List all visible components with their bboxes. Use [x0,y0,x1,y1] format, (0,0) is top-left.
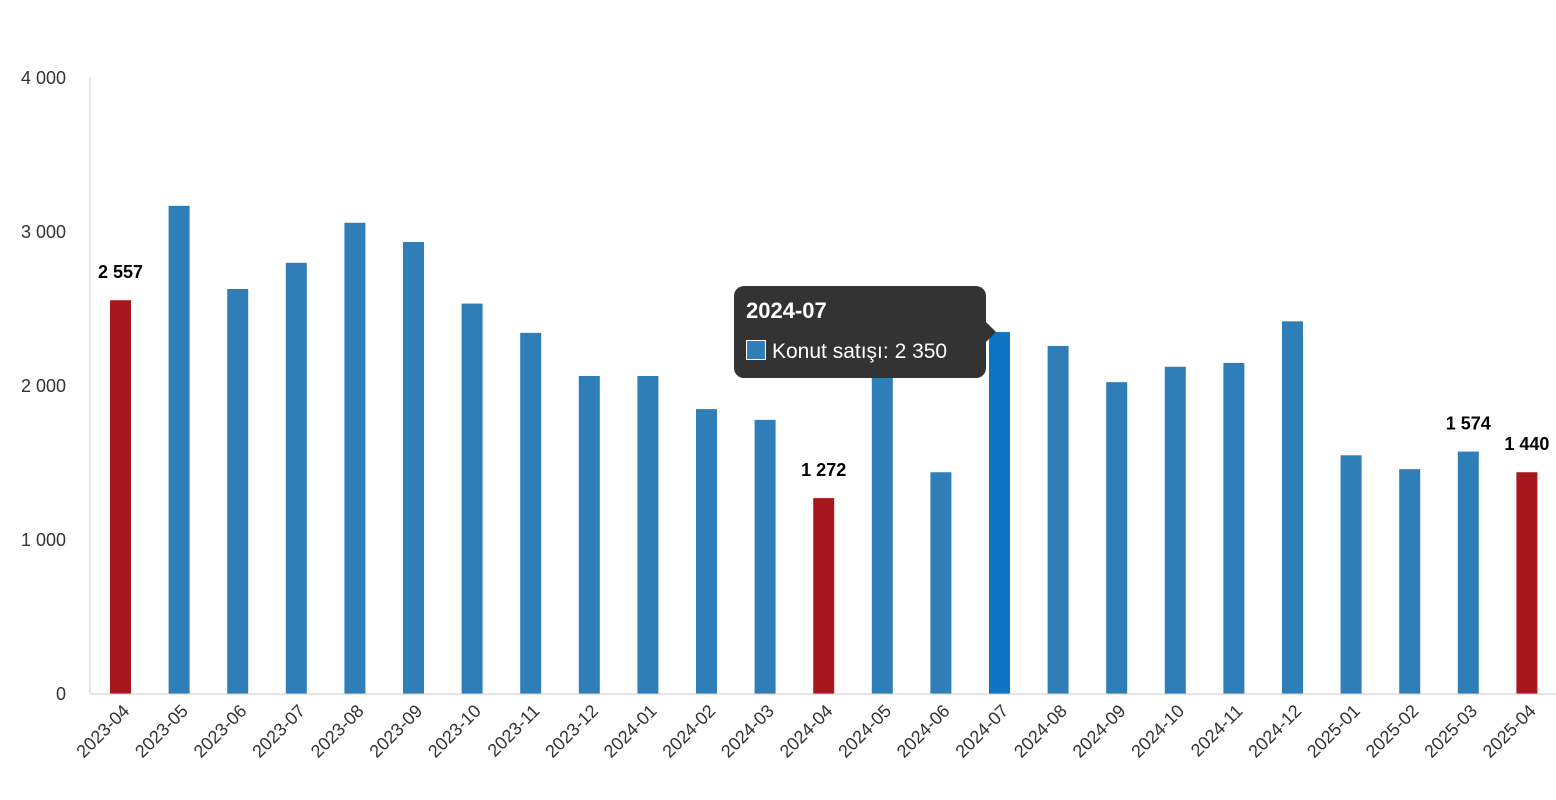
y-tick-label: 4 000 [21,68,66,88]
bar-2023-11[interactable] [520,332,542,694]
bar-2024-02[interactable] [696,409,717,694]
x-tick-label: 2023-08 [307,701,368,762]
bar-2024-10[interactable] [1164,366,1186,694]
bar-2023-10[interactable] [461,303,483,694]
bar-2024-05[interactable] [871,374,893,694]
x-tick-label: 2024-10 [1127,701,1188,762]
x-tick-label: 2024-12 [1244,701,1305,762]
x-tick-label: 2025-01 [1303,701,1364,762]
bar-2024-12[interactable] [1282,321,1303,694]
x-tick-label: 2024-02 [658,701,719,762]
tooltip: 2024-07 Konut satışı: 2 350 [734,286,996,378]
bar-2023-05[interactable] [168,205,190,694]
bar-2025-02[interactable] [1399,469,1421,694]
bar-2023-04[interactable] [110,300,131,694]
y-tick-label: 0 [56,684,66,704]
bar-2024-11[interactable] [1223,362,1245,694]
x-tick-label: 2023-10 [424,701,485,762]
x-axis: 2023-042023-052023-062023-072023-082023-… [72,693,1556,762]
y-tick-label: 3 000 [21,222,66,242]
y-tick-label: 2 000 [21,376,66,396]
data-label-2024-04: 1 272 [801,460,846,480]
x-tick-label: 2025-04 [1479,701,1540,762]
x-tick-label: 2024-05 [834,701,895,762]
x-tick-label: 2024-09 [1069,701,1130,762]
bar-2023-08[interactable] [344,222,366,694]
x-tick-label: 2024-06 [893,701,954,762]
tooltip-value: Konut satışı: 2 350 [772,340,948,363]
tooltip-row: Konut satışı: 2 350 [746,340,947,364]
tooltip-arrow [986,322,996,342]
bar-2024-04[interactable] [813,498,835,694]
data-label-2025-04: 1 440 [1504,434,1549,454]
bar-2025-03[interactable] [1457,451,1479,694]
x-tick-label: 2025-02 [1362,701,1423,762]
x-tick-label: 2024-11 [1187,701,1247,761]
bar-2024-06[interactable] [930,472,952,694]
y-tick-label: 1 000 [21,530,66,550]
x-tick-label: 2024-07 [951,701,1012,762]
data-label-2025-03: 1 574 [1446,414,1491,434]
data-label-2023-04: 2 557 [98,262,143,282]
x-tick-label: 2023-04 [72,701,133,762]
x-tick-label: 2023-07 [248,701,309,762]
bars [110,205,1538,694]
x-tick-label: 2024-03 [717,701,778,762]
bar-2023-12[interactable] [578,375,600,694]
bar-2024-09[interactable] [1106,382,1128,694]
y-axis: 0 1 000 2 000 3 000 4 000 [21,68,91,704]
x-tick-label: 2023-11 [484,701,544,761]
x-tick-label: 2024-01 [600,701,661,762]
x-tick-label: 2025-03 [1420,701,1481,762]
x-tick-label: 2023-12 [541,701,602,762]
bar-2024-01[interactable] [637,375,659,694]
x-tick-label: 2024-08 [1010,701,1071,762]
x-tick-label: 2024-04 [776,701,837,762]
bar-2023-06[interactable] [227,288,249,694]
x-tick-label: 2023-09 [365,701,426,762]
x-tick-label: 2023-06 [190,701,251,762]
tooltip-swatch [746,340,766,360]
bar-2023-09[interactable] [403,242,424,694]
bar-2025-04[interactable] [1516,472,1538,694]
bar-2024-03[interactable] [754,419,776,694]
bar-2025-01[interactable] [1340,455,1362,694]
data-labels: 2 557 1 272 1 574 1 440 [98,262,1549,480]
bar-2024-08[interactable] [1047,345,1069,694]
bar-2023-07[interactable] [285,262,307,694]
bar-2024-07[interactable] [989,332,1010,694]
tooltip-title: 2024-07 [746,298,827,323]
x-tick-label: 2023-05 [131,701,192,762]
